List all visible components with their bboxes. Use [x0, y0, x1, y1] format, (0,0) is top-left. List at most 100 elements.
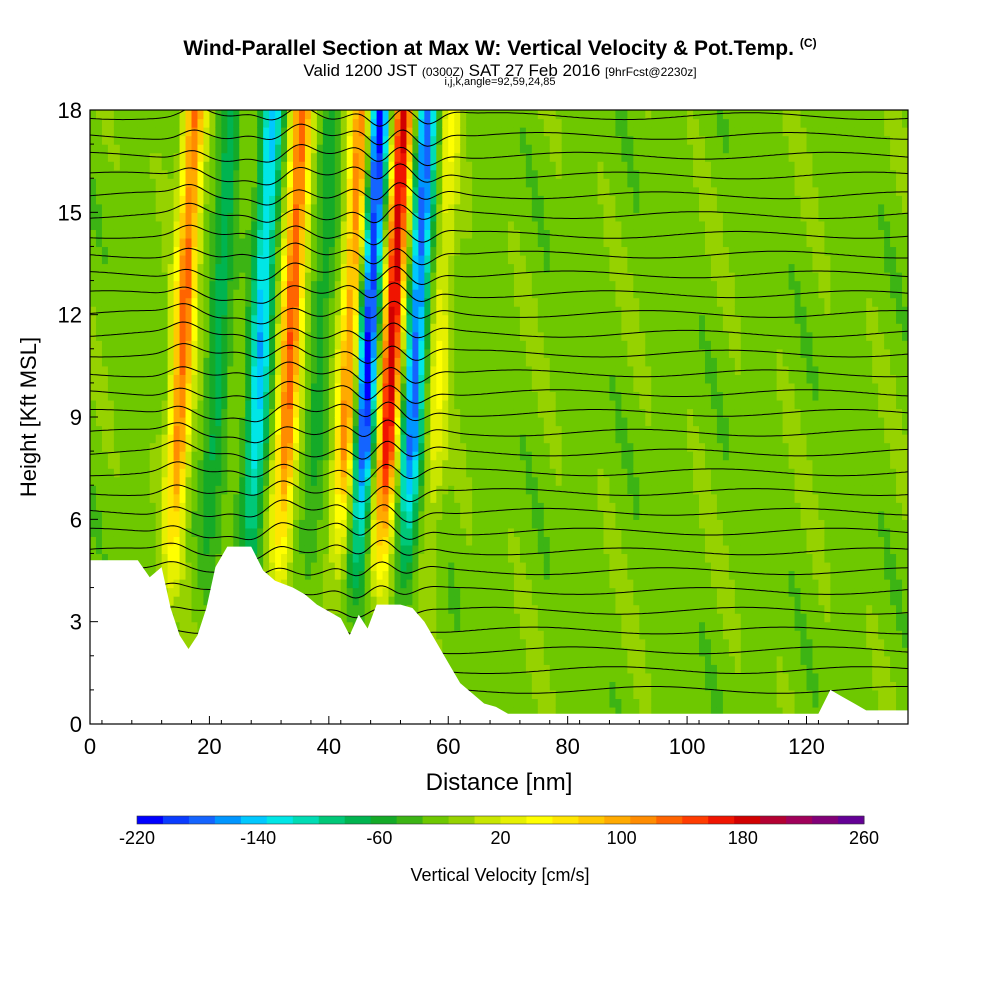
- heatmap-cell: [346, 323, 354, 333]
- heatmap-cell: [448, 596, 455, 606]
- heatmap-cell: [113, 135, 121, 145]
- heatmap-cell: [245, 118, 252, 128]
- heatmap-cell: [221, 289, 228, 299]
- heatmap-cell: [203, 596, 211, 606]
- heatmap-cell: [304, 510, 312, 520]
- heatmap-cell: [406, 596, 414, 606]
- heatmap-cell: [388, 451, 396, 461]
- heatmap-cell: [119, 195, 127, 205]
- heatmap-cell: [364, 425, 372, 435]
- heatmap-cell: [185, 272, 193, 282]
- heatmap-cell: [340, 297, 348, 307]
- heatmap-cell: [376, 357, 384, 367]
- heatmap-cell: [281, 195, 288, 205]
- heatmap-cell: [346, 434, 354, 444]
- heatmap-cell: [209, 152, 216, 162]
- heatmap-cell: [430, 493, 437, 503]
- heatmap-cell: [191, 186, 199, 196]
- heatmap-cell: [322, 314, 330, 324]
- heatmap-cell: [484, 272, 491, 282]
- heatmap-cell: [155, 229, 163, 239]
- heatmap-cell: [298, 459, 306, 469]
- heatmap-cell: [364, 613, 372, 623]
- heatmap-cell: [90, 408, 97, 418]
- heatmap-cell: [161, 297, 169, 307]
- heatmap-cell: [484, 510, 491, 520]
- heatmap-cell: [119, 280, 127, 290]
- heatmap-cell: [328, 553, 336, 563]
- heatmap-cell: [322, 561, 330, 572]
- heatmap-cell: [322, 451, 330, 461]
- heatmap-cell: [257, 442, 264, 452]
- heatmap-cell: [203, 527, 211, 537]
- heatmap-cell: [269, 519, 276, 529]
- heatmap-cell: [484, 289, 491, 299]
- heatmap-cell: [119, 331, 127, 341]
- heatmap-cell: [436, 195, 443, 205]
- heatmap-cell: [310, 280, 318, 290]
- heatmap-cell: [382, 118, 390, 128]
- heatmap-cell: [269, 570, 276, 580]
- heatmap-cell: [149, 476, 157, 486]
- heatmap-cell: [251, 408, 258, 418]
- heatmap-cell: [269, 220, 276, 230]
- heatmap-cell: [263, 459, 270, 469]
- heatmap-cell: [460, 459, 467, 469]
- heatmap-cell: [113, 246, 121, 256]
- heatmap-cell: [448, 323, 455, 333]
- heatmap-cell: [257, 135, 264, 145]
- heatmap-cell: [382, 468, 390, 478]
- heatmap-cell: [376, 186, 384, 196]
- heatmap-cell: [472, 408, 479, 418]
- heatmap-cell: [227, 357, 234, 367]
- heatmap-cell: [460, 118, 467, 128]
- heatmap-cell: [478, 596, 485, 606]
- heatmap-cell: [281, 425, 288, 435]
- heatmap-cell: [340, 323, 348, 333]
- heatmap-cell: [340, 186, 348, 196]
- heatmap-cell: [161, 254, 169, 265]
- heatmap-cell: [281, 561, 288, 572]
- heatmap-cell: [191, 459, 199, 469]
- heatmap-cell: [215, 476, 222, 486]
- heatmap-cell: [400, 152, 408, 162]
- heatmap-cell: [466, 382, 473, 393]
- heatmap-cell: [215, 502, 222, 512]
- heatmap-cell: [304, 186, 312, 196]
- heatmap-cell: [304, 587, 312, 597]
- heatmap-cell: [346, 272, 354, 282]
- heatmap-cell: [328, 502, 336, 512]
- heatmap-cell: [125, 502, 133, 512]
- heatmap-cell: [298, 246, 306, 256]
- heatmap-cell: [221, 374, 228, 384]
- heatmap-cell: [203, 502, 211, 512]
- heatmap-cell: [490, 621, 497, 631]
- heatmap-cell: [239, 272, 246, 282]
- heatmap-cell: [173, 178, 181, 188]
- heatmap-cell: [382, 510, 390, 520]
- heatmap-cell: [364, 340, 372, 350]
- heatmap-cell: [179, 587, 187, 597]
- heatmap-cell: [496, 681, 503, 691]
- heatmap-cell: [490, 476, 497, 486]
- heatmap-cell: [382, 553, 390, 563]
- heatmap-cell: [155, 110, 163, 120]
- heatmap-cell: [466, 544, 473, 555]
- heatmap-cell: [191, 306, 199, 316]
- heatmap-cell: [215, 169, 222, 179]
- heatmap-cell: [131, 229, 139, 239]
- heatmap-cell: [460, 570, 467, 580]
- heatmap-cell: [125, 144, 133, 154]
- heatmap-cell: [364, 493, 372, 503]
- heatmap-cell: [436, 502, 443, 512]
- heatmap-cell: [239, 408, 246, 418]
- heatmap-cell: [137, 527, 145, 537]
- heatmap-cell: [281, 152, 288, 162]
- heatmap-cell: [430, 127, 437, 137]
- heatmap-cell: [287, 289, 294, 299]
- heatmap-cell: [442, 135, 449, 145]
- heatmap-cell: [352, 468, 360, 478]
- heatmap-cell: [436, 596, 443, 606]
- heatmap-cell: [376, 272, 384, 282]
- heatmap-cell: [370, 604, 378, 614]
